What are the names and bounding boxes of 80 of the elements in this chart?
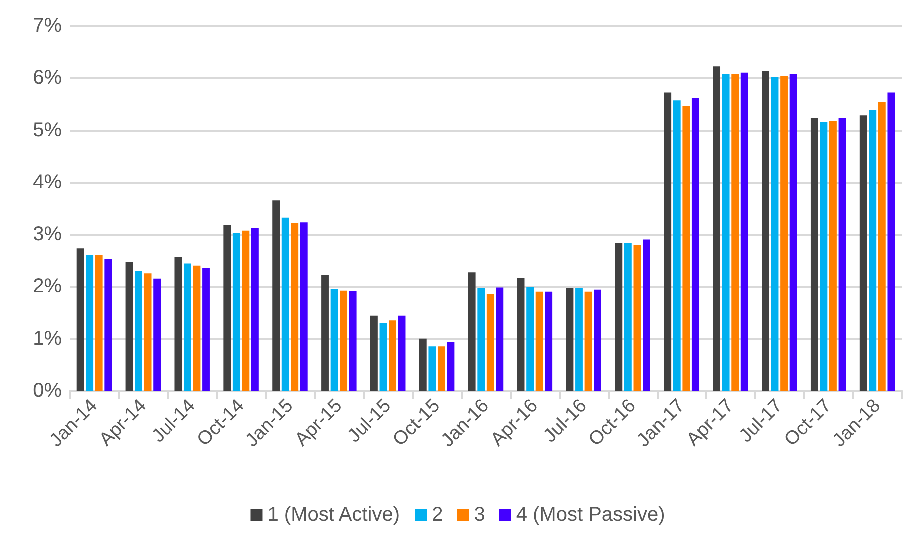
y-tick-label: 0%	[33, 380, 62, 402]
bar	[692, 98, 700, 391]
bar	[193, 266, 201, 391]
bar	[771, 77, 779, 391]
bar	[272, 200, 280, 391]
bar	[76, 248, 84, 391]
bar	[300, 222, 308, 391]
legend-label: 3	[474, 504, 486, 526]
bar	[838, 118, 846, 391]
bar	[634, 245, 642, 391]
y-tick-label: 1%	[33, 328, 62, 350]
bar	[615, 243, 623, 391]
y-tick-label: 5%	[33, 119, 62, 142]
bar	[624, 243, 632, 391]
bar	[682, 106, 690, 391]
bar	[888, 92, 896, 391]
bar	[184, 264, 192, 391]
bar	[780, 76, 788, 391]
bar	[349, 291, 357, 391]
bar	[135, 271, 142, 391]
bar	[291, 223, 299, 391]
bar	[468, 272, 476, 391]
bar	[242, 230, 250, 391]
bar	[566, 288, 574, 391]
bar	[380, 323, 388, 391]
bar	[104, 259, 112, 391]
bar	[251, 228, 259, 391]
bar	[584, 292, 592, 391]
bar	[643, 240, 650, 391]
bar	[330, 289, 338, 391]
bar	[478, 288, 486, 391]
bar	[740, 72, 748, 391]
bar	[790, 74, 798, 391]
bar	[154, 278, 162, 391]
y-tick-label: 7%	[33, 15, 62, 37]
bar	[496, 288, 504, 391]
bar	[428, 346, 436, 391]
y-tick-label: 2%	[33, 276, 62, 298]
bar	[820, 122, 828, 391]
bar	[576, 288, 583, 391]
bar	[370, 316, 378, 391]
legend-label: 2	[432, 504, 444, 526]
bar	[232, 233, 240, 391]
bar	[340, 290, 348, 391]
bar	[860, 116, 868, 391]
legend-label: 4 (Most Passive)	[516, 504, 666, 526]
bar	[86, 255, 94, 391]
bar	[664, 92, 672, 391]
y-tick-label: 6%	[33, 67, 62, 90]
bar	[282, 218, 290, 391]
bar	[536, 292, 544, 391]
bar	[762, 71, 770, 391]
y-tick-label: 4%	[33, 171, 62, 194]
y-tick-label: 3%	[33, 224, 62, 246]
bar	[398, 316, 406, 391]
bar	[126, 262, 134, 391]
bar	[322, 275, 329, 391]
bar	[878, 102, 886, 391]
bar	[545, 292, 553, 391]
bar	[526, 287, 534, 391]
bar	[810, 118, 818, 391]
bar	[95, 255, 103, 391]
bar	[713, 66, 721, 391]
bar	[673, 100, 681, 391]
bar	[438, 346, 446, 391]
bar	[732, 74, 740, 391]
bar	[830, 121, 837, 391]
bar	[869, 110, 877, 391]
legend-label: 1 (Most Active)	[268, 504, 400, 526]
bar	[174, 256, 182, 391]
bar	[419, 338, 427, 391]
bar	[486, 294, 494, 391]
bar	[722, 74, 730, 391]
bar	[202, 268, 210, 391]
bar	[389, 320, 396, 391]
bar	[447, 342, 455, 391]
bar	[594, 290, 602, 391]
bar	[224, 225, 232, 391]
bar	[144, 274, 152, 391]
bar	[517, 278, 525, 391]
